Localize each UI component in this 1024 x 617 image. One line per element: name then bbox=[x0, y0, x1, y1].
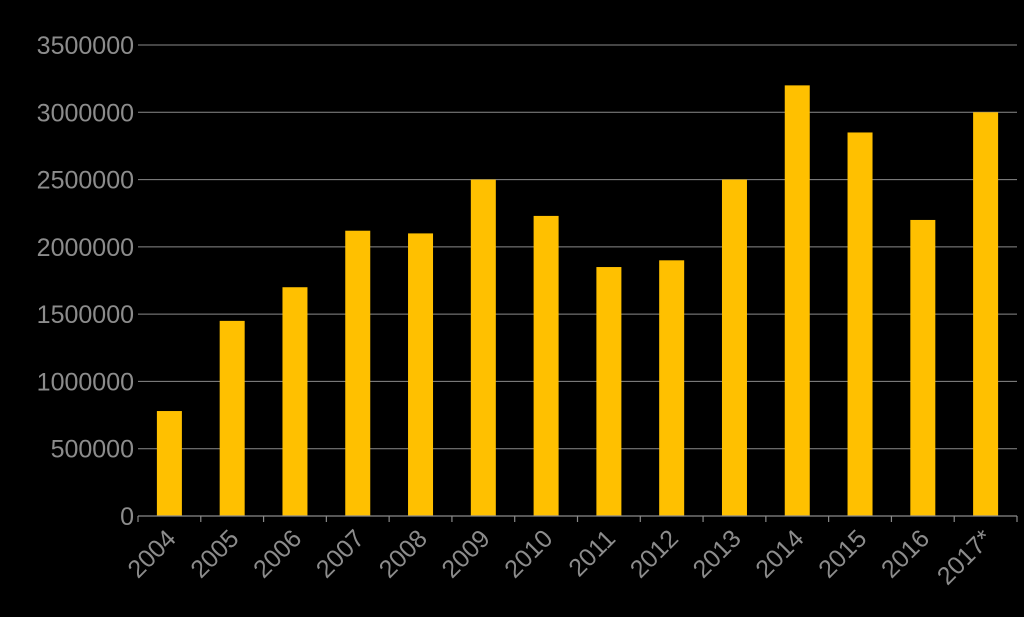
x-tick-label: 2006 bbox=[248, 524, 307, 583]
bar-2015 bbox=[847, 132, 873, 516]
bar-2017-star bbox=[973, 112, 999, 517]
bar-2005 bbox=[219, 320, 245, 516]
y-tick-label: 3500000 bbox=[37, 32, 134, 60]
x-tick-label: 2016 bbox=[876, 524, 935, 583]
x-tick-label: 2013 bbox=[688, 524, 747, 583]
x-tick-label: 2017* bbox=[932, 524, 998, 590]
x-tick-label: 2009 bbox=[436, 524, 495, 583]
y-tick-label: 0 bbox=[120, 503, 134, 531]
bar-2006 bbox=[282, 287, 308, 516]
bar-2010 bbox=[533, 215, 559, 517]
x-tick-label: 2011 bbox=[563, 524, 621, 582]
x-tick-label: 2008 bbox=[374, 524, 433, 583]
y-tick-label: 500000 bbox=[51, 436, 134, 464]
y-tick-label: 2000000 bbox=[37, 234, 134, 262]
x-tick-label: 2010 bbox=[499, 524, 558, 583]
bar-2008 bbox=[408, 233, 434, 516]
x-tick-label: 2014 bbox=[750, 524, 809, 583]
x-axis-tick-labels: 2004 2005 2006 2007 2008 2009 2010 2011 2012 2013… bbox=[123, 524, 999, 590]
bars bbox=[156, 85, 999, 517]
x-tick-label: 2007 bbox=[311, 524, 370, 583]
bar-2011 bbox=[596, 267, 622, 516]
y-tick-label: 3000000 bbox=[37, 99, 134, 127]
y-tick-label: 1000000 bbox=[37, 368, 134, 396]
bar-2007 bbox=[345, 230, 371, 517]
x-axis bbox=[137, 515, 1018, 522]
y-tick-label: 2500000 bbox=[37, 167, 134, 195]
bar-2014 bbox=[784, 85, 810, 516]
bar-2009 bbox=[470, 179, 496, 517]
y-axis-tick-labels: 0 500000 1000000 1500000 2000000 2500000 30000… bbox=[37, 32, 134, 531]
x-tick-label: 2012 bbox=[625, 524, 684, 583]
gridlines bbox=[138, 44, 1017, 450]
bar-2012 bbox=[659, 260, 685, 516]
x-tick-label: 2015 bbox=[813, 524, 872, 583]
bar-2016 bbox=[910, 219, 936, 516]
bar-2004 bbox=[156, 411, 182, 516]
x-tick-label: 2004 bbox=[123, 524, 182, 583]
x-tick-label: 2005 bbox=[185, 524, 244, 583]
y-tick-label: 1500000 bbox=[37, 301, 134, 329]
bar-2013 bbox=[721, 179, 747, 517]
